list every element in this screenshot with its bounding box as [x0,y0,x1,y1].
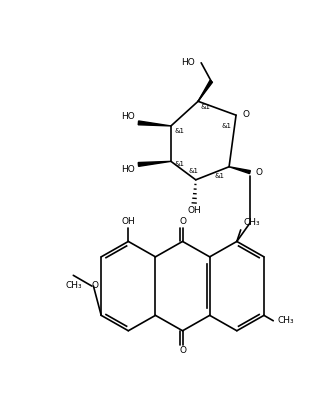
Text: &1: &1 [214,173,224,179]
Text: CH₃: CH₃ [66,281,82,290]
Text: O: O [256,168,262,177]
Text: &1: &1 [222,123,232,129]
Text: O: O [92,281,99,290]
Text: HO: HO [122,112,135,121]
Text: &1: &1 [174,161,185,167]
Text: CH₃: CH₃ [277,316,294,325]
Text: &1: &1 [188,167,199,173]
Polygon shape [229,167,250,174]
Text: HO: HO [181,58,195,67]
Polygon shape [198,81,213,101]
Text: &1: &1 [174,128,185,134]
Text: O: O [179,346,186,355]
Polygon shape [138,162,171,166]
Text: CH₃: CH₃ [243,218,259,228]
Text: O: O [242,110,249,119]
Polygon shape [138,121,171,126]
Text: OH: OH [122,217,135,226]
Text: O: O [179,217,186,226]
Text: HO: HO [122,165,135,173]
Text: OH: OH [187,206,201,215]
Text: &1: &1 [200,104,210,111]
